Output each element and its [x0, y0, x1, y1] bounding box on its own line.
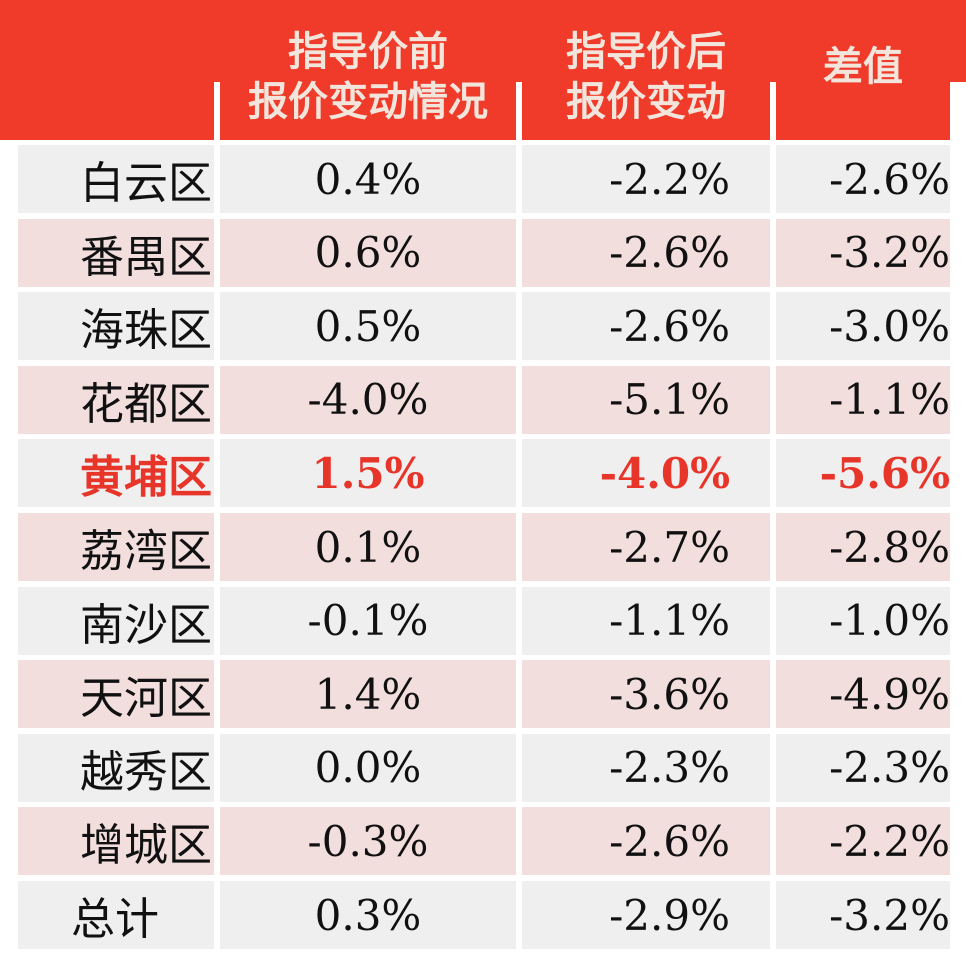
cell-diff: -2.6% [776, 145, 950, 213]
header-before: 指导价前 报价变动情况 [220, 14, 516, 140]
cell-district: 总计 [18, 881, 214, 949]
cell-diff: -3.2% [776, 881, 950, 949]
cell-after: -2.7% [522, 513, 770, 581]
header-blank [0, 14, 214, 140]
cell-diff: -3.0% [776, 292, 950, 361]
cell-after: -2.6% [522, 292, 770, 361]
table-row: 海珠区 0.5% -2.6% -3.0% [0, 292, 966, 361]
cell-diff: -1.0% [776, 586, 950, 655]
cell-diff: -3.2% [776, 218, 950, 287]
table-row: 南沙区 -0.1% -1.1% -1.0% [0, 586, 966, 655]
cell-before: 0.0% [220, 733, 516, 802]
table-row: 天河区 1.4% -3.6% -4.9% [0, 660, 966, 729]
cell-diff: -4.9% [776, 660, 950, 729]
table-row: 总计 0.3% -2.9% -3.2% [0, 881, 966, 949]
cell-after: -2.6% [522, 218, 770, 287]
cell-district: 越秀区 [18, 733, 214, 802]
cell-before: -4.0% [220, 365, 516, 434]
header-after: 指导价后 报价变动 [522, 14, 770, 140]
cell-after: -2.9% [522, 881, 770, 949]
cell-after: -5.1% [522, 365, 770, 434]
cell-before: 0.3% [220, 881, 516, 949]
table-row: 白云区 0.4% -2.2% -2.6% [0, 145, 966, 213]
cell-after: -2.6% [522, 807, 770, 876]
cell-before: -0.3% [220, 807, 516, 876]
cell-diff: -2.8% [776, 513, 950, 581]
cell-district: 花都区 [18, 365, 214, 434]
cell-after: -2.3% [522, 733, 770, 802]
header-line: 报价变动 [566, 79, 726, 125]
header-diff: 差值 [776, 14, 950, 140]
cell-after: -2.2% [522, 145, 770, 213]
cell-before: -0.1% [220, 586, 516, 655]
table-row: 黄埔区 1.5% -4.0% -5.6% [0, 439, 966, 508]
cell-before: 1.4% [220, 660, 516, 729]
cell-after: -1.1% [522, 586, 770, 655]
table-row: 荔湾区 0.1% -2.7% -2.8% [0, 513, 966, 581]
table-row: 越秀区 0.0% -2.3% -2.3% [0, 733, 966, 802]
header-line: 指导价前 [288, 29, 448, 75]
table-row: 花都区 -4.0% -5.1% -1.1% [0, 365, 966, 434]
cell-district: 番禺区 [18, 218, 214, 287]
cell-diff: -2.3% [776, 733, 950, 802]
cell-diff: -5.6% [776, 439, 950, 508]
header-line: 指导价后 [566, 29, 726, 75]
cell-before: 0.5% [220, 292, 516, 361]
cell-before: 0.6% [220, 218, 516, 287]
cell-diff: -2.2% [776, 807, 950, 876]
cell-diff: -1.1% [776, 365, 950, 434]
cell-district: 海珠区 [18, 292, 214, 361]
cell-before: 0.1% [220, 513, 516, 581]
cell-district: 天河区 [18, 660, 214, 729]
cell-before: 1.5% [220, 439, 516, 508]
table-row: 番禺区 0.6% -2.6% -3.2% [0, 218, 966, 287]
cell-district: 黄埔区 [18, 439, 214, 508]
cell-after: -4.0% [522, 439, 770, 508]
table-row: 增城区 -0.3% -2.6% -2.2% [0, 807, 966, 876]
header-line: 差值 [823, 44, 903, 90]
cell-district: 荔湾区 [18, 513, 214, 581]
cell-district: 南沙区 [18, 586, 214, 655]
header-line: 报价变动情况 [248, 79, 488, 125]
cell-district: 增城区 [18, 807, 214, 876]
cell-district: 白云区 [18, 145, 214, 213]
cell-after: -3.6% [522, 660, 770, 729]
cell-before: 0.4% [220, 145, 516, 213]
